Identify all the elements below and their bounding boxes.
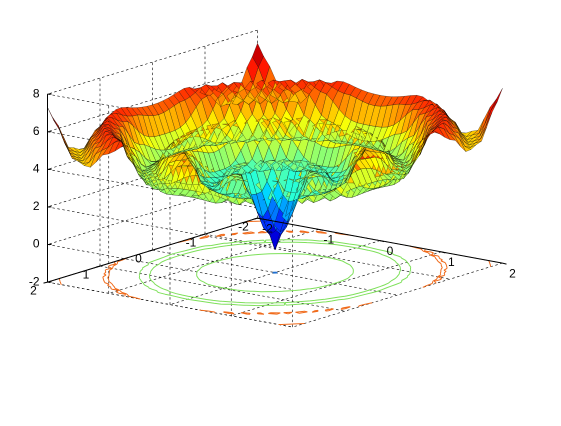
y-tick-mark — [95, 265, 101, 268]
y-tick-mark — [200, 233, 206, 236]
y-tick-label: 1 — [83, 267, 90, 281]
grid-line — [47, 169, 293, 215]
surface — [47, 42, 503, 251]
grid-line — [47, 67, 258, 132]
z-tick-label: 2 — [33, 199, 40, 213]
y-tick-mark — [148, 249, 153, 252]
grid-line — [231, 251, 442, 317]
surface-patch — [53, 120, 66, 144]
grid-line — [152, 249, 398, 296]
grid-line — [47, 93, 293, 140]
z-tick-label: 8 — [33, 86, 40, 100]
grid-line — [47, 29, 258, 95]
x-tick-mark — [441, 251, 446, 254]
x-tick-mark — [502, 262, 507, 265]
y-tick-label: -2 — [238, 219, 249, 233]
y-tick-label: 2 — [30, 283, 37, 297]
grid-line — [47, 206, 293, 253]
contour-line — [138, 239, 412, 307]
x-tick-label: 0 — [387, 244, 394, 258]
grid-line — [169, 240, 381, 305]
grid-line — [47, 244, 293, 290]
x-tick-mark — [257, 217, 262, 220]
grid-line — [47, 281, 293, 328]
y-tick-label: 0 — [135, 251, 142, 265]
x-tick-label: -1 — [323, 232, 334, 246]
y-tick-mark — [43, 281, 48, 284]
x-tick-mark — [318, 228, 323, 231]
z-tick-label: -2 — [29, 274, 40, 288]
x-tick-mark — [379, 240, 385, 243]
z-tick-label: 0 — [33, 237, 40, 251]
y-tick-label: -1 — [186, 235, 197, 249]
surface-patch — [490, 88, 503, 111]
y-tick-mark — [253, 217, 258, 220]
grid-line — [99, 265, 346, 312]
contour-line — [272, 271, 278, 274]
x-tick-label: 1 — [448, 255, 455, 269]
z-tick-label: 6 — [33, 124, 40, 138]
grid-line — [292, 262, 503, 328]
z-tick-label: 4 — [33, 161, 40, 175]
x-tick-label: 2 — [509, 266, 516, 280]
x-tick-label: -2 — [262, 221, 273, 235]
grid-line — [47, 131, 293, 177]
